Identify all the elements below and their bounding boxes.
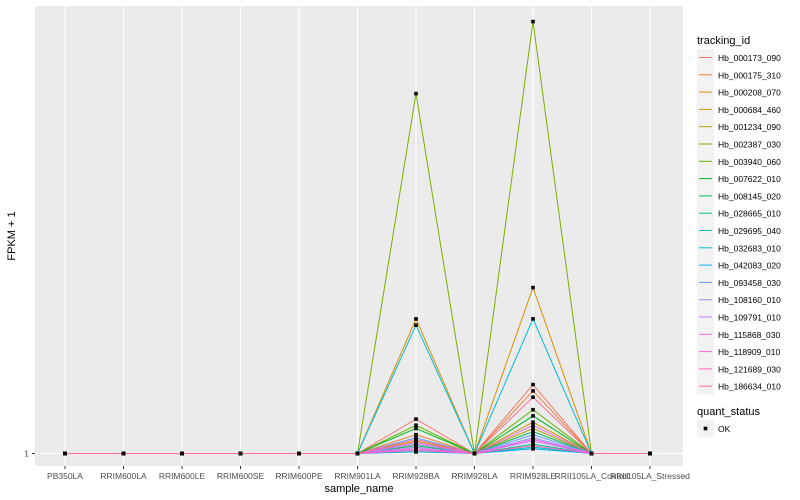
data-point (180, 451, 184, 456)
data-point (531, 420, 535, 424)
data-point (531, 443, 535, 448)
data-point (531, 382, 535, 387)
legend-title: tracking_id (697, 35, 750, 47)
legend-item-label: Hb_002387_030 (718, 140, 781, 150)
legend: tracking_id Hb_000173_090Hb_000175_310Hb… (697, 35, 781, 437)
legend-item-label: Hb_008145_020 (718, 191, 781, 201)
data-point (121, 451, 126, 456)
legend-item-label: Hb_001234_090 (718, 122, 781, 132)
data-point (414, 317, 418, 321)
data-point (414, 440, 418, 445)
data-point (531, 447, 535, 451)
data-point (472, 451, 477, 456)
shape-legend-title: quant_status (697, 406, 760, 418)
panel-background (35, 6, 683, 466)
data-point (531, 285, 535, 290)
data-point (414, 437, 418, 442)
legend-item-label: Hb_000684_460 (718, 105, 781, 115)
legend-item-label: Hb_007622_010 (718, 174, 781, 184)
legend-item-label: Hb_000208_070 (718, 88, 781, 98)
data-point (531, 19, 535, 24)
legend-item-label: Hb_118909_010 (718, 347, 781, 357)
legend-item-label: Hb_028665_010 (718, 209, 781, 219)
legend-item-label: Hb_121689_030 (718, 364, 781, 374)
legend-item-label: Hb_000173_090 (718, 53, 781, 63)
y-tick-label: 1 (24, 448, 29, 458)
data-point (531, 429, 535, 434)
legend-item-label: Hb_029695_040 (718, 226, 781, 236)
data-point (531, 432, 535, 437)
legend-item-label: Hb_108160_010 (718, 295, 781, 305)
data-point (531, 407, 535, 412)
legend-item-label: Hb_032683_010 (718, 243, 781, 253)
x-tick-label: RRIM928BA (392, 471, 440, 481)
data-point (414, 426, 418, 431)
shape-legend-items: OK (697, 420, 731, 437)
data-point (414, 423, 418, 428)
data-point (531, 395, 535, 399)
data-point (63, 451, 67, 456)
data-point (355, 451, 360, 456)
data-point (414, 448, 418, 453)
shape-legend-item-label: OK (718, 424, 731, 434)
x-tick-label: RRIM928LA (451, 471, 498, 481)
x-tick-label: RRIM928LE (510, 471, 557, 481)
legend-items: Hb_000173_090 Hb_000175_310 Hb_000208_070 H… (697, 49, 781, 395)
y-axis-title: FPKM + 1 (6, 211, 18, 260)
x-tick-label: PB350LA (47, 471, 83, 481)
data-point (238, 451, 243, 456)
data-point (414, 432, 418, 437)
x-tick-label: RRIM600PE (275, 471, 323, 481)
legend-item-label: Hb_042083_020 (718, 261, 781, 271)
data-point (297, 451, 301, 456)
x-tick-label: RRII105LA_Stressed (610, 471, 690, 481)
legend-item-label: Hb_000175_310 (718, 70, 781, 80)
data-point (414, 417, 418, 421)
legend-item-label: Hb_115868_030 (718, 330, 781, 340)
legend-item-label: Hb_109791_010 (718, 313, 781, 323)
points (63, 19, 652, 456)
shape-legend-key-point (703, 426, 708, 431)
legend-item-label: Hb_003940_060 (718, 157, 781, 167)
x-tick-label: RRIM600LA (100, 471, 147, 481)
data-point (531, 423, 535, 428)
x-tick-label: RRII105LA_Control (555, 471, 629, 481)
x-tick-label: RRIM600SE (217, 471, 265, 481)
legend-item-label: Hb_093458_030 (718, 278, 781, 288)
data-point (531, 389, 535, 393)
data-point (531, 317, 535, 321)
x-axis-title: sample_name (324, 483, 393, 495)
data-point (531, 437, 535, 442)
data-point (648, 451, 652, 456)
data-point (414, 91, 418, 96)
data-point (531, 414, 535, 418)
axes: PB350LA RRIM600LA RRIM600LE RRIM600SE RRIM60… (24, 448, 690, 481)
x-tick-label: RRIM901LA (334, 471, 381, 481)
x-tick-label: RRIM600LE (159, 471, 206, 481)
legend-item-label: Hb_186634_010 (718, 382, 781, 392)
data-point (589, 451, 594, 456)
data-point (531, 426, 535, 431)
data-point (414, 323, 418, 327)
